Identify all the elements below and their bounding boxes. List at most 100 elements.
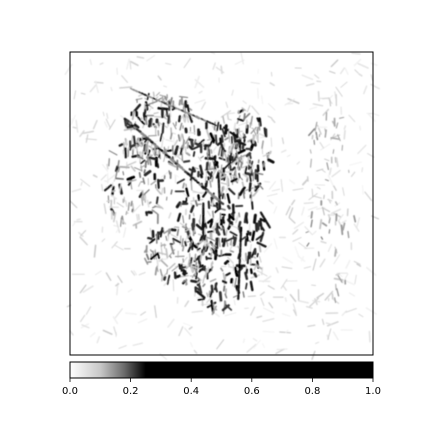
heatmap-cell	[118, 182, 122, 193]
heatmap-cell	[217, 146, 222, 156]
heatmap-cell	[259, 291, 265, 296]
heatmap-cell	[237, 157, 240, 167]
heatmap-cell	[220, 65, 223, 75]
heatmap-cell	[159, 227, 164, 238]
heatmap-cell	[249, 280, 254, 292]
heatmap-cell	[252, 164, 254, 170]
heatmap-cell	[320, 143, 331, 151]
heatmap-cell	[345, 259, 351, 269]
heatmap-cell	[343, 129, 346, 140]
heatmap-cell	[324, 290, 334, 301]
heatmap-cell	[220, 134, 224, 144]
heatmap-cell	[189, 204, 195, 214]
heatmap-cell	[213, 134, 215, 138]
heatmap-cell	[122, 227, 127, 238]
heatmap-cell	[176, 274, 181, 279]
heatmap-cell	[102, 111, 105, 117]
heatmap-cell	[185, 187, 190, 198]
heatmap-cell	[220, 267, 224, 272]
heatmap-cell	[209, 247, 219, 257]
heatmap-cell	[251, 201, 254, 210]
heatmap-cell	[178, 95, 189, 98]
heatmap-cell	[328, 217, 331, 224]
heatmap-cell	[209, 132, 216, 142]
heatmap-cell	[292, 188, 304, 191]
heatmap-cell	[250, 306, 256, 316]
heatmap-cell	[314, 341, 320, 345]
heatmap-cell	[207, 243, 213, 253]
heatmap-cell	[330, 59, 339, 68]
heatmap-cell	[168, 212, 172, 219]
heatmap-cell	[361, 167, 364, 173]
heatmap-cell	[138, 181, 141, 187]
heatmap-cell	[181, 225, 189, 230]
heatmap-cell	[329, 98, 332, 107]
heatmap-cell	[306, 242, 310, 247]
heatmap-cell	[102, 164, 109, 172]
heatmap-cell	[190, 265, 198, 269]
heatmap-cell	[198, 139, 205, 145]
heatmap-cell	[281, 137, 285, 145]
heatmap-cell	[305, 305, 313, 309]
heatmap-cell	[226, 204, 231, 210]
heatmap-cell	[204, 180, 208, 188]
heatmap-cell	[197, 298, 205, 301]
heatmap-cell	[157, 258, 169, 262]
heatmap-cell	[172, 238, 175, 245]
heatmap-cell	[292, 303, 297, 314]
heatmap-cell	[111, 211, 115, 216]
heatmap-cell	[206, 152, 209, 160]
heatmap-cell	[267, 158, 275, 164]
heatmap-cell	[115, 220, 121, 234]
heatmap-cell	[305, 231, 309, 234]
heatmap-cell	[104, 180, 109, 183]
heatmap-cell	[195, 271, 198, 280]
heatmap-cell	[247, 295, 256, 298]
heatmap-cell	[309, 297, 320, 308]
heatmap-cell	[132, 342, 143, 346]
heatmap-cell	[183, 58, 191, 69]
heatmap-cell	[365, 307, 377, 315]
heatmap-cell	[192, 212, 195, 217]
heatmap-cell	[146, 156, 157, 161]
heatmap-cell	[324, 158, 330, 162]
heatmap-cell	[342, 222, 346, 231]
heatmap-cell	[256, 252, 259, 258]
heatmap-cell	[137, 318, 148, 324]
heatmap-cell	[125, 139, 128, 148]
heatmap-cell	[233, 266, 239, 277]
heatmap-cell	[154, 305, 157, 319]
heatmap-cell	[179, 133, 183, 141]
heatmap-cell	[269, 82, 275, 87]
heatmap-cell	[167, 235, 170, 242]
heatmap-cell	[359, 125, 362, 131]
heatmap-cell	[184, 113, 188, 123]
heatmap-cell	[148, 238, 156, 244]
heatmap-cell	[255, 234, 264, 241]
heatmap-cell	[123, 127, 134, 131]
heatmap-cell	[172, 122, 177, 130]
heatmap-cell	[93, 244, 97, 258]
heatmap-cell	[130, 61, 139, 67]
heatmap-cell	[184, 327, 192, 336]
heatmap-cell	[129, 60, 132, 70]
heatmap-cell	[199, 235, 203, 243]
heatmap-cell	[358, 313, 364, 318]
heatmap-cell	[322, 207, 331, 213]
heatmap-cell	[184, 240, 187, 247]
heatmap-cell	[75, 119, 79, 133]
heatmap-cell	[142, 177, 146, 185]
heatmap-cell	[182, 279, 188, 283]
heatmap-cell	[194, 75, 200, 89]
heatmap-cell	[309, 149, 312, 154]
heatmap-cell	[307, 324, 316, 328]
heatmap-cell	[364, 191, 373, 202]
heatmap-cell	[256, 315, 263, 319]
heatmap-cell	[288, 179, 296, 185]
heatmap-cell	[242, 291, 245, 298]
heatmap-cell	[247, 138, 254, 143]
heatmap-cell	[106, 112, 109, 119]
heatmap-cell	[244, 271, 249, 281]
heatmap-frame	[69, 51, 374, 356]
heatmap-cell	[203, 222, 208, 229]
